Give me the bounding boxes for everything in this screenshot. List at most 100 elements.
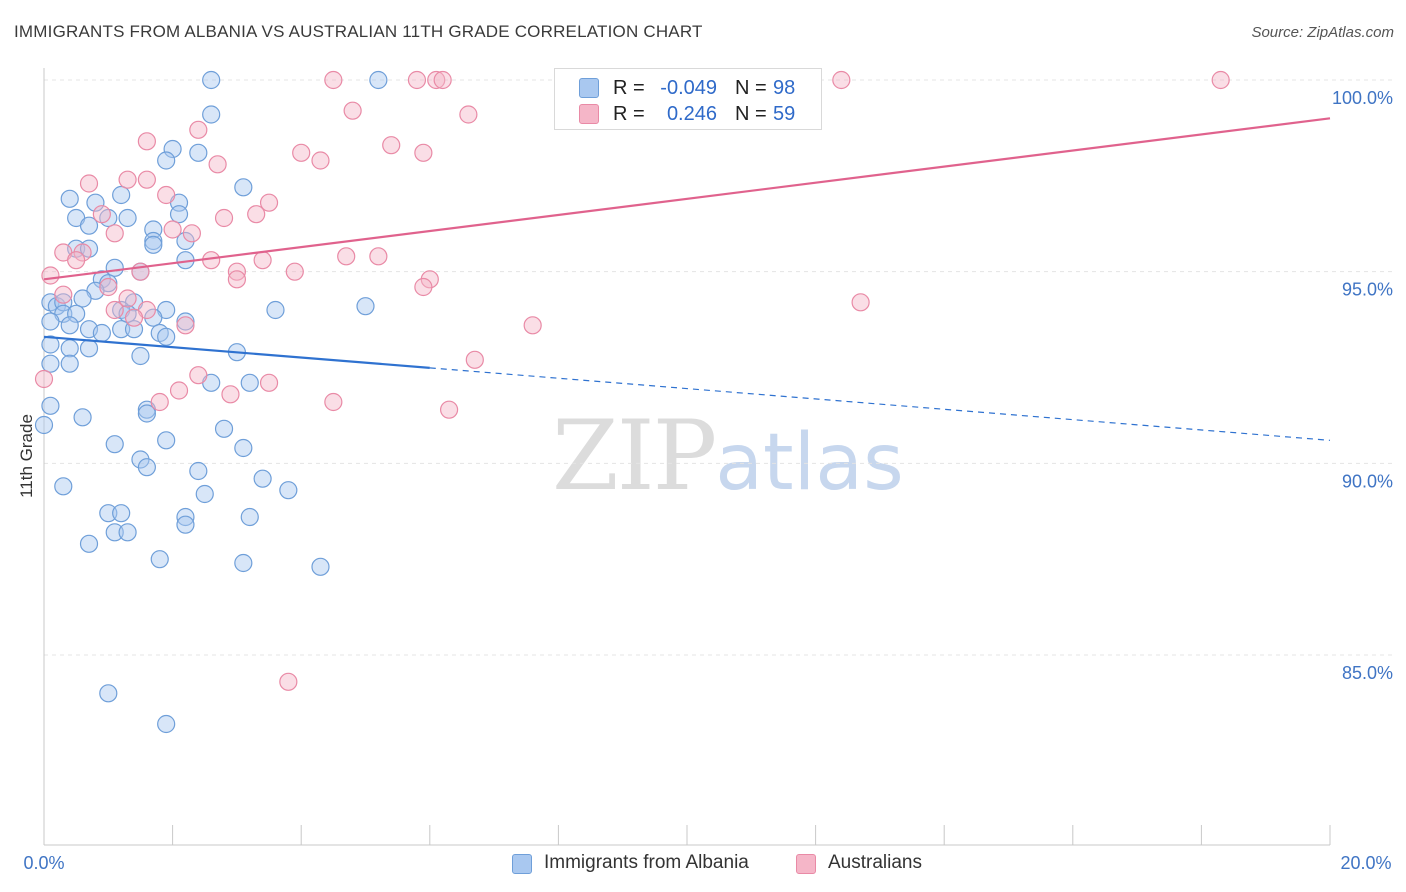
australians-point (99, 277, 118, 297)
australians-point (433, 70, 452, 90)
albania-point (234, 178, 253, 197)
albania-point (67, 304, 86, 323)
albania-point (131, 346, 150, 366)
albania-point (60, 354, 79, 373)
albania-point (79, 339, 99, 358)
albania-point (176, 515, 195, 534)
australians-point (163, 220, 182, 239)
australians-point (182, 224, 201, 243)
albania-point (253, 469, 272, 488)
australians-point (208, 155, 227, 174)
series-legend: Immigrants from Albania Australians (0, 852, 1406, 878)
australians-swatch (579, 104, 599, 124)
australians-point (414, 143, 433, 162)
albania-point (157, 327, 176, 346)
australians-legend-swatch (796, 854, 816, 874)
albania-point (311, 557, 330, 576)
y-tick-label: 95.0% (1342, 280, 1393, 300)
albania-point (34, 415, 54, 435)
australians-point (459, 105, 478, 124)
albania-point (157, 151, 176, 170)
albania-point (137, 404, 156, 423)
albania-point (144, 231, 163, 251)
r-value: -0.049 (660, 77, 717, 99)
australians-point (427, 70, 446, 90)
australians-point (157, 185, 176, 205)
albania-point (189, 461, 208, 481)
australians-point (292, 143, 311, 162)
albania-point (202, 105, 221, 124)
australians-point (34, 369, 54, 389)
albania-point (240, 507, 259, 527)
australians-point (227, 270, 246, 289)
australians-point (92, 205, 111, 224)
stats-row-australians: R = 0.246 N = 59 (555, 101, 821, 129)
australians-point (382, 136, 401, 155)
albania-point (73, 408, 92, 427)
australians-point (124, 308, 144, 327)
albania-point (369, 70, 388, 90)
r-value: 0.246 (666, 103, 717, 125)
australians-point (54, 285, 73, 304)
australians-point (343, 101, 362, 120)
n-value: 59 (773, 103, 796, 125)
albania-trend-line (43, 335, 430, 369)
australians-point (369, 247, 388, 266)
stats-row-albania: R = -0.049 N = 98 (555, 75, 821, 103)
australians-point (221, 385, 240, 404)
australians-point (259, 373, 279, 392)
australians-point (279, 672, 298, 691)
watermark: ZIPatlas (552, 400, 904, 512)
albania-point (157, 714, 176, 734)
albania-point (157, 431, 176, 450)
r-label: R = (613, 103, 645, 125)
x-tick-label: 20.0% (1340, 853, 1391, 873)
australians-point (311, 151, 330, 170)
albania-point (60, 316, 79, 335)
watermark-zip: ZIP (552, 400, 717, 512)
albania-point (105, 435, 124, 454)
australians-point (324, 392, 343, 412)
x-tick-label: 0.0% (23, 853, 64, 873)
albania-point (195, 484, 214, 504)
australians-point (67, 251, 86, 270)
albania-point (266, 300, 285, 320)
australians-point (324, 70, 343, 90)
australians-point (189, 366, 208, 385)
albania-point (163, 139, 182, 159)
albania-point (60, 339, 79, 358)
y-tick-label: 90.0% (1342, 471, 1393, 491)
stats-legend: R = -0.049 N = 98 R = 0.246 N = 59 (554, 68, 822, 130)
n-label: N = (735, 103, 767, 125)
albania-point (41, 396, 60, 415)
australians-point (832, 70, 851, 90)
n-label: N = (735, 77, 767, 99)
y-axis-title: 11th Grade (17, 414, 36, 498)
australians-point (407, 70, 427, 90)
australians-point (79, 174, 99, 193)
albania-point (41, 312, 60, 331)
albania-point (202, 70, 221, 90)
albania-swatch (579, 78, 599, 98)
albania-point (112, 185, 131, 205)
albania-point (79, 216, 99, 235)
albania-point (99, 504, 118, 523)
australians-point (118, 289, 137, 308)
albania-point (189, 143, 208, 162)
australians-point (414, 277, 433, 297)
albania-point (234, 438, 253, 458)
australians-point (41, 266, 60, 285)
albania-point (112, 320, 131, 339)
y-tick-label: 100.0% (1332, 88, 1393, 108)
y-tick-label: 85.0% (1342, 663, 1393, 683)
australians-point (465, 350, 484, 369)
albania-legend-swatch (512, 854, 532, 874)
australians-point (227, 262, 246, 281)
albania-point (356, 297, 375, 316)
albania-point (240, 373, 259, 392)
australians-point (439, 400, 459, 419)
albania-point (118, 208, 137, 228)
albania-trend-extension (429, 367, 1331, 441)
australians-point (285, 262, 304, 281)
albania-point (41, 335, 60, 354)
